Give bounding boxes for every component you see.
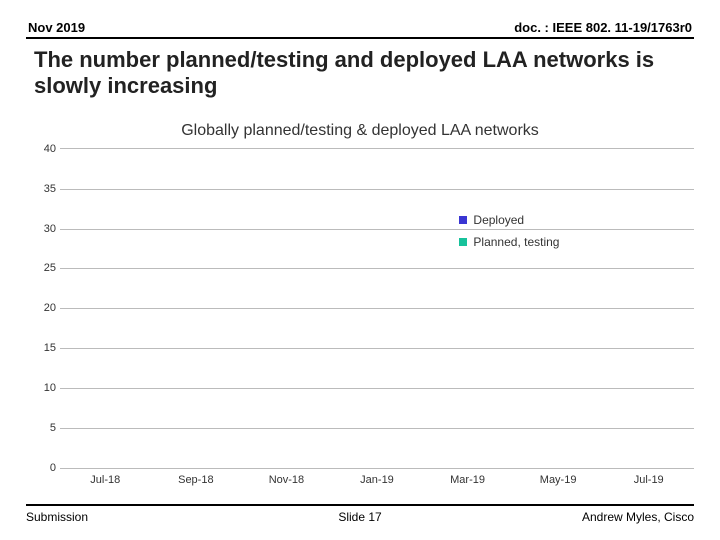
y-tick-label: 30 (30, 223, 56, 235)
legend: Deployed Planned, testing (459, 213, 559, 249)
y-tick-label: 20 (30, 302, 56, 314)
header-date: Nov 2019 (28, 20, 85, 35)
slide-title: The number planned/testing and deployed … (26, 45, 694, 100)
gridline (60, 268, 694, 269)
y-tick-label: 15 (30, 342, 56, 354)
x-tick-label: May-19 (540, 468, 577, 486)
y-tick-label: 5 (30, 422, 56, 434)
y-tick-label: 0 (30, 462, 56, 474)
x-tick-label: Mar-19 (450, 468, 485, 486)
legend-item: Deployed (459, 213, 559, 227)
gridline (60, 189, 694, 190)
gridline (60, 229, 694, 230)
legend-marker (459, 216, 467, 224)
x-tick-label: Sep-18 (178, 468, 213, 486)
y-tick-label: 25 (30, 262, 56, 274)
gridline (60, 428, 694, 429)
plot-area: Jul-18Sep-18Nov-18Jan-19Mar-19May-19Jul-… (60, 148, 694, 468)
footer-right: Andrew Myles, Cisco (582, 510, 694, 524)
chart: Jul-18 Sep-18 Nov-18 Jan-19 Mar-19 May-19 Jul-… (26, 148, 694, 492)
legend-marker (459, 238, 467, 246)
legend-label: Planned, testing (473, 235, 559, 249)
gridline (60, 348, 694, 349)
gridline (60, 308, 694, 309)
legend-label: Deployed (473, 213, 524, 227)
x-tick-label: Nov-18 (269, 468, 304, 486)
gridline (60, 468, 694, 469)
footer-row: Submission Slide 17 Andrew Myles, Cisco (26, 504, 694, 524)
x-tick-label: Jan-19 (360, 468, 394, 486)
footer-center: Slide 17 (338, 510, 381, 524)
y-tick-label: 35 (30, 183, 56, 195)
y-tick-label: 40 (30, 143, 56, 155)
header-doc: doc. : IEEE 802. 11-19/1763r0 (514, 20, 692, 35)
header-row: Nov 2019 doc. : IEEE 802. 11-19/1763r0 (26, 20, 694, 39)
x-tick-label: Jul-18 (90, 468, 120, 486)
footer-left: Submission (26, 510, 88, 524)
gridline (60, 388, 694, 389)
slide: Nov 2019 doc. : IEEE 802. 11-19/1763r0 T… (0, 0, 720, 540)
chart-title: Globally planned/testing & deployed LAA … (26, 122, 694, 140)
y-tick-label: 10 (30, 382, 56, 394)
legend-item: Planned, testing (459, 235, 559, 249)
x-tick-label: Jul-19 (634, 468, 664, 486)
